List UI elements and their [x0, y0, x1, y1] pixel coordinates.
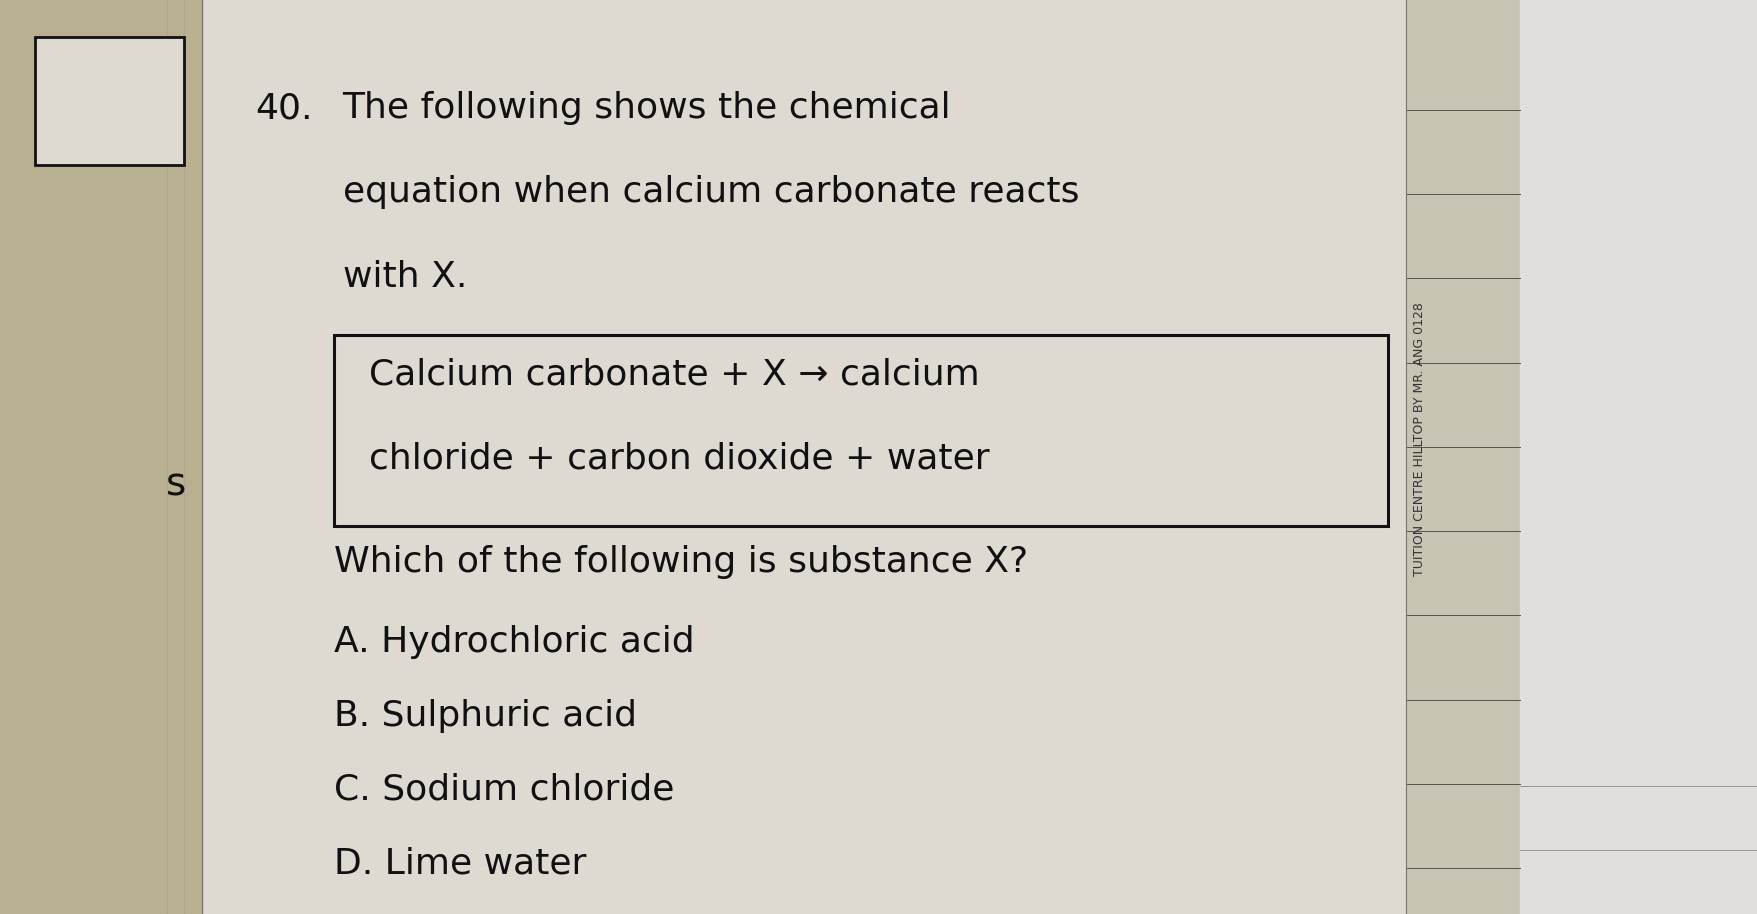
Text: 40.: 40. — [255, 91, 313, 125]
Text: Which of the following is substance X?: Which of the following is substance X? — [334, 545, 1028, 579]
Text: A. Hydrochloric acid: A. Hydrochloric acid — [334, 624, 694, 659]
Text: D. Lime water: D. Lime water — [334, 846, 587, 880]
Text: Calcium carbonate + X → calcium: Calcium carbonate + X → calcium — [369, 357, 980, 391]
Text: s: s — [165, 465, 186, 504]
Text: The following shows the chemical: The following shows the chemical — [343, 91, 951, 125]
Text: with X.: with X. — [343, 260, 467, 293]
Text: TUITION CENTRE HILLTOP BY MR. ANG 0128: TUITION CENTRE HILLTOP BY MR. ANG 0128 — [1413, 302, 1427, 576]
Text: chloride + carbon dioxide + water: chloride + carbon dioxide + water — [369, 441, 989, 475]
Text: equation when calcium carbonate reacts: equation when calcium carbonate reacts — [343, 175, 1079, 209]
Text: C. Sodium chloride: C. Sodium chloride — [334, 772, 675, 807]
Text: B. Sulphuric acid: B. Sulphuric acid — [334, 698, 636, 733]
